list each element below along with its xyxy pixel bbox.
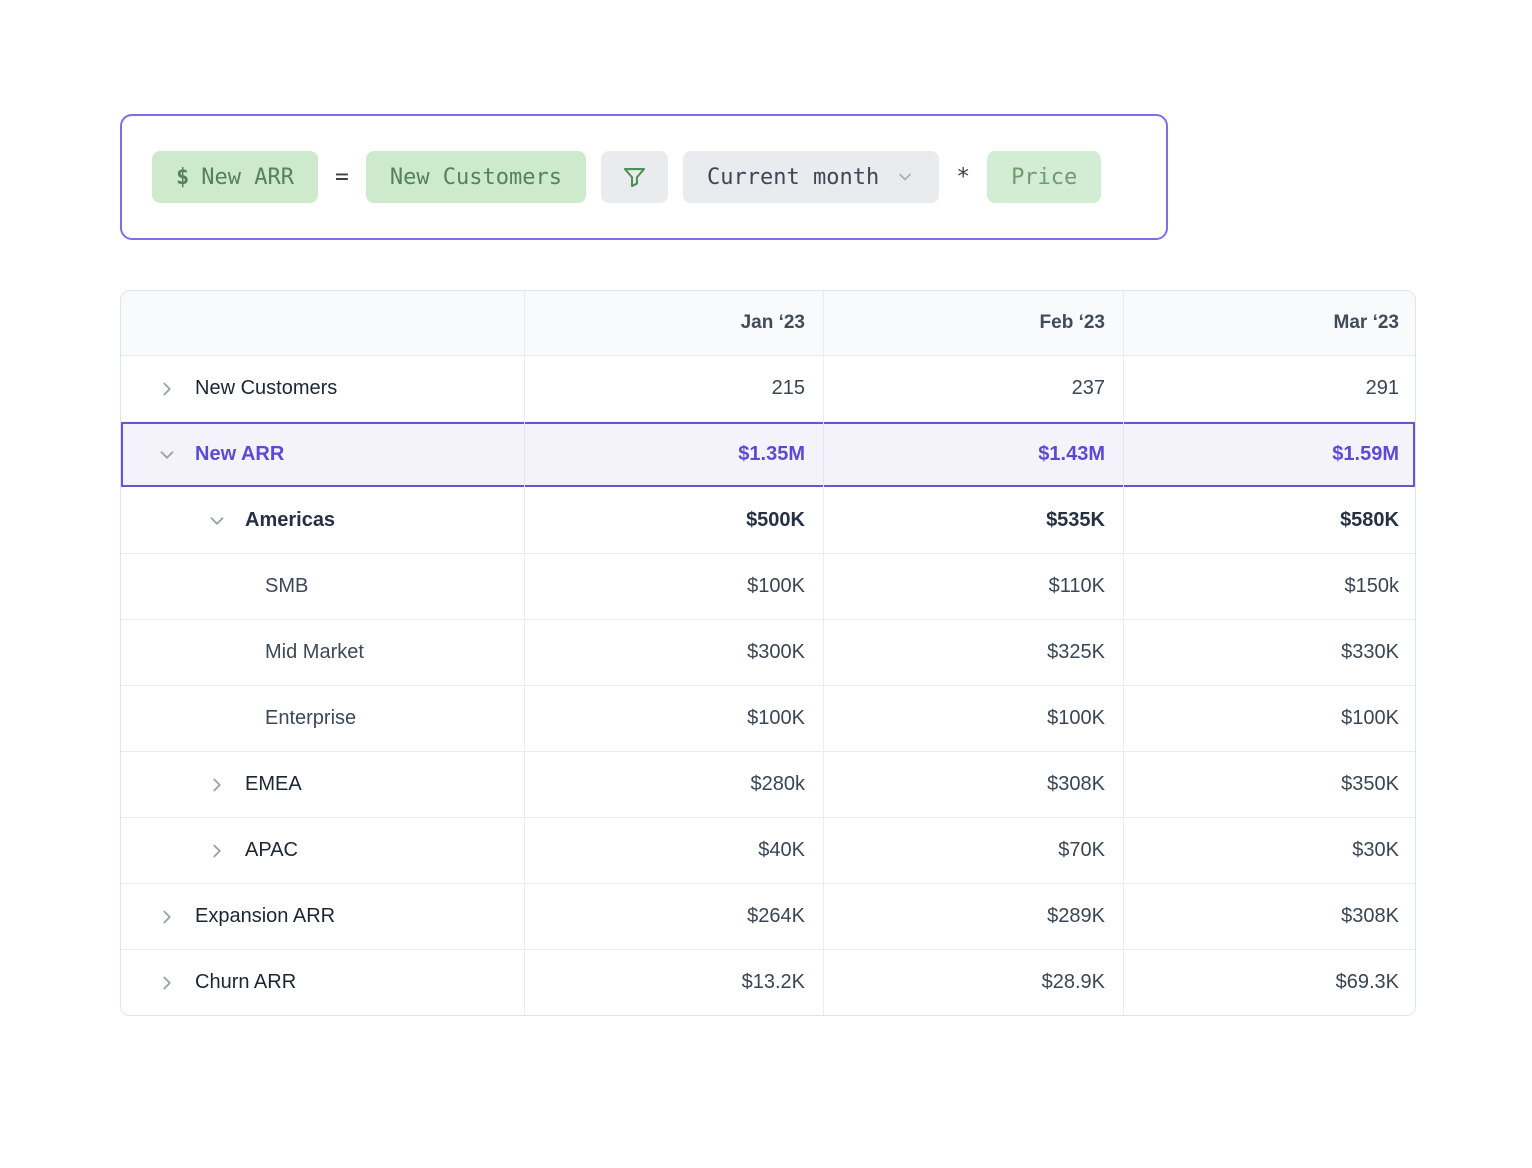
table-row[interactable]: SMB $100K $110K $150k	[121, 553, 1415, 619]
header-cell-mar[interactable]: Mar ‘23	[1123, 291, 1415, 355]
row-label: APAC	[245, 839, 298, 861]
formula-builder-card: $ New ARR = New Customers Current month …	[120, 114, 1168, 240]
header-cell-empty	[121, 291, 524, 355]
chevron-down-icon[interactable]	[206, 510, 228, 532]
cell-value-feb[interactable]: $70K	[823, 818, 1123, 883]
row-label: Expansion ARR	[195, 905, 336, 927]
row-label: Mid Market	[265, 641, 364, 663]
metric-chip-new-arr[interactable]: $ New ARR	[152, 151, 318, 203]
price-chip-label: Price	[1011, 164, 1078, 190]
multiply-sign: *	[956, 164, 971, 190]
table-row[interactable]: New ARR $1.35M $1.43M $1.59M	[121, 421, 1415, 487]
cell-value-jan[interactable]: $280k	[524, 752, 823, 817]
chevron-right-icon[interactable]	[156, 906, 178, 928]
cell-value-feb[interactable]: 237	[823, 356, 1123, 421]
row-label-cell[interactable]: Enterprise	[121, 686, 524, 751]
chevron-right-icon[interactable]	[156, 378, 178, 400]
table-body: New Customers 215 237 291 New ARR $1.35M…	[121, 355, 1415, 1015]
metric-chip-label: New ARR	[201, 164, 294, 190]
table-row[interactable]: Enterprise $100K $100K $100K	[121, 685, 1415, 751]
row-label-cell[interactable]: EMEA	[121, 752, 524, 817]
chevron-down-icon[interactable]	[156, 444, 178, 466]
cell-value-jan[interactable]: $300K	[524, 620, 823, 685]
cell-value-feb[interactable]: $100K	[823, 686, 1123, 751]
operand-chip-new-customers[interactable]: New Customers	[365, 151, 587, 203]
cell-value-mar[interactable]: 291	[1123, 356, 1415, 421]
chevron-right-icon[interactable]	[206, 774, 228, 796]
table-row[interactable]: Churn ARR $13.2K $28.9K $69.3K	[121, 949, 1415, 1015]
equals-sign: =	[334, 164, 349, 190]
cell-value-mar[interactable]: $580K	[1123, 488, 1415, 553]
cell-value-feb[interactable]: $308K	[823, 752, 1123, 817]
cell-value-jan[interactable]: $40K	[524, 818, 823, 883]
cell-value-mar[interactable]: $308K	[1123, 884, 1415, 949]
row-label-cell[interactable]: Churn ARR	[121, 950, 524, 1015]
cell-value-jan[interactable]: $13.2K	[524, 950, 823, 1015]
row-label-cell[interactable]: Expansion ARR	[121, 884, 524, 949]
row-label: New ARR	[195, 443, 285, 465]
cell-value-mar[interactable]: $1.59M	[1123, 422, 1415, 487]
row-label-cell[interactable]: APAC	[121, 818, 524, 883]
row-label: New Customers	[195, 377, 338, 399]
header-cell-jan[interactable]: Jan ‘23	[524, 291, 823, 355]
operand-chip-price[interactable]: Price	[987, 151, 1102, 203]
cell-value-jan[interactable]: 215	[524, 356, 823, 421]
cell-value-jan[interactable]: $1.35M	[524, 422, 823, 487]
table-row[interactable]: Mid Market $300K $325K $330K	[121, 619, 1415, 685]
table-row[interactable]: Americas $500K $535K $580K	[121, 487, 1415, 553]
dollar-icon: $	[176, 164, 190, 190]
cell-value-mar[interactable]: $30K	[1123, 818, 1415, 883]
chevron-right-icon[interactable]	[156, 972, 178, 994]
table-header-row: Jan ‘23 Feb ‘23 Mar ‘23	[121, 291, 1415, 355]
cell-value-mar[interactable]: $100K	[1123, 686, 1415, 751]
cell-value-jan[interactable]: $500K	[524, 488, 823, 553]
cell-value-feb[interactable]: $1.43M	[823, 422, 1123, 487]
operand-chip-label: New Customers	[389, 164, 563, 190]
row-label: Churn ARR	[195, 971, 297, 993]
table-row[interactable]: APAC $40K $70K $30K	[121, 817, 1415, 883]
row-label: Americas	[245, 509, 336, 531]
funnel-icon	[621, 164, 648, 191]
cell-value-mar[interactable]: $69.3K	[1123, 950, 1415, 1015]
chevron-right-icon[interactable]	[206, 840, 228, 862]
row-label-cell[interactable]: SMB	[121, 554, 524, 619]
cell-value-mar[interactable]: $330K	[1123, 620, 1415, 685]
timeframe-label: Current month	[707, 164, 880, 190]
row-label: EMEA	[245, 773, 302, 795]
cell-value-feb[interactable]: $289K	[823, 884, 1123, 949]
cell-value-jan[interactable]: $100K	[524, 554, 823, 619]
cell-value-feb[interactable]: $325K	[823, 620, 1123, 685]
cell-value-mar[interactable]: $350K	[1123, 752, 1415, 817]
row-label: Enterprise	[265, 707, 357, 729]
filter-chip[interactable]	[601, 151, 669, 203]
cell-value-feb[interactable]: $28.9K	[823, 950, 1123, 1015]
header-cell-feb[interactable]: Feb ‘23	[823, 291, 1123, 355]
cell-value-jan[interactable]: $264K	[524, 884, 823, 949]
row-label: SMB	[265, 575, 309, 597]
arr-table: Jan ‘23 Feb ‘23 Mar ‘23 New Customers 21…	[120, 290, 1416, 1016]
row-label-cell[interactable]: Mid Market	[121, 620, 524, 685]
chevron-down-icon	[895, 167, 915, 187]
table-row[interactable]: EMEA $280k $308K $350K	[121, 751, 1415, 817]
cell-value-feb[interactable]: $110K	[823, 554, 1123, 619]
table-row[interactable]: Expansion ARR $264K $289K $308K	[121, 883, 1415, 949]
row-label-cell[interactable]: New ARR	[121, 422, 524, 487]
row-label-cell[interactable]: New Customers	[121, 356, 524, 421]
table-row[interactable]: New Customers 215 237 291	[121, 355, 1415, 421]
row-label-cell[interactable]: Americas	[121, 488, 524, 553]
timeframe-dropdown[interactable]: Current month	[683, 151, 940, 203]
cell-value-feb[interactable]: $535K	[823, 488, 1123, 553]
cell-value-mar[interactable]: $150k	[1123, 554, 1415, 619]
cell-value-jan[interactable]: $100K	[524, 686, 823, 751]
